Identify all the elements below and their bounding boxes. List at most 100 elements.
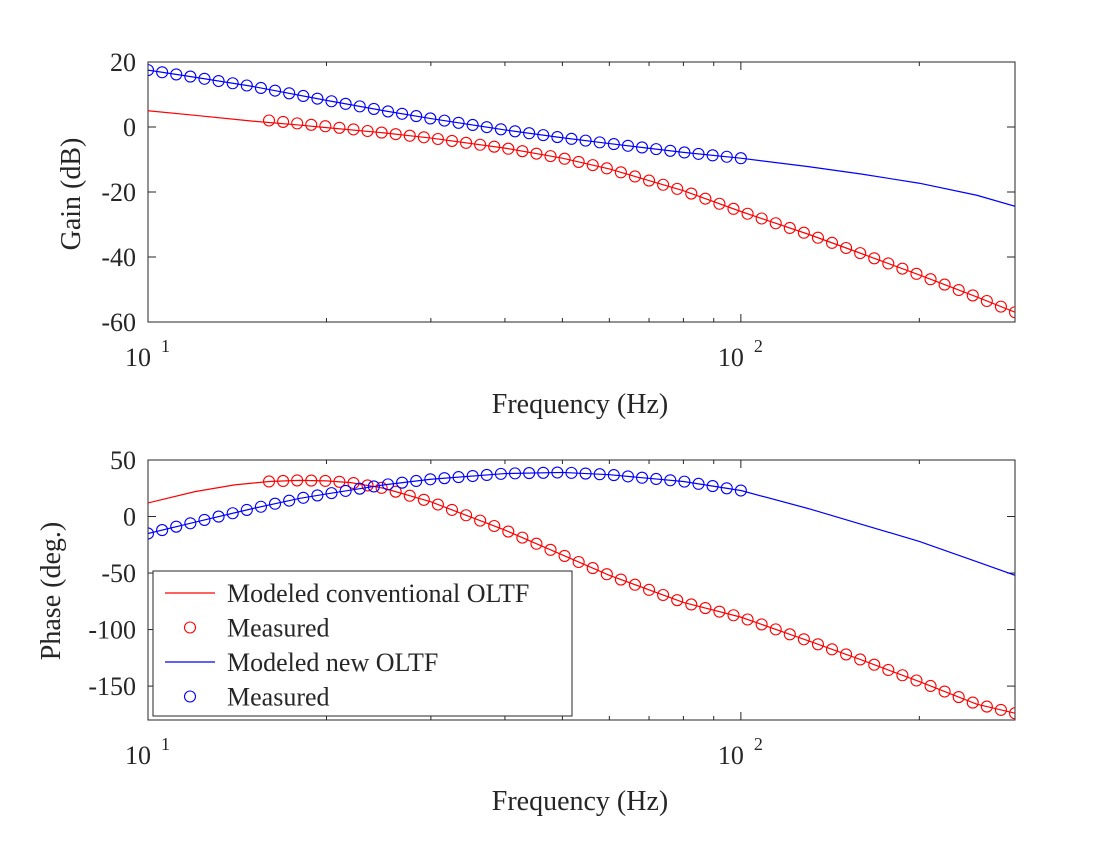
data-point-1-1-7 xyxy=(361,479,374,492)
data-point-1-1-23 xyxy=(586,562,599,575)
data-point-0-1-35 xyxy=(755,212,768,225)
data-point-0-1-10 xyxy=(403,129,416,142)
data-point-0-1-11 xyxy=(417,131,430,144)
data-point-0-1-49 xyxy=(952,283,965,297)
data-point-0-1-30 xyxy=(685,187,698,200)
data-point-1-1-18 xyxy=(516,531,529,544)
data-point-0-1-2 xyxy=(291,117,304,130)
data-point-1-1-39 xyxy=(811,638,825,651)
data-point-1-1-40 xyxy=(825,643,839,656)
data-point-1-1-5 xyxy=(333,475,346,488)
data-point-0-3-35 xyxy=(635,141,649,154)
data-point-1-3-41 xyxy=(720,482,733,495)
data-point-1-1-46 xyxy=(910,674,923,687)
data-point-0-1-5 xyxy=(333,121,346,134)
data-point-1-3-30 xyxy=(565,466,578,479)
xtick-label-1-1: 10 xyxy=(718,741,744,770)
phase-plot: Phase (deg.) Frequency (Hz) 50 0 -50 -100 -1… xyxy=(36,446,1016,817)
data-point-0-3-13 xyxy=(325,95,338,108)
data-point-0-1-26 xyxy=(628,170,642,183)
data-point-0-1-22 xyxy=(572,155,585,168)
data-point-1-1-8 xyxy=(375,481,388,494)
data-point-0-3-15 xyxy=(353,100,366,113)
legend-entry-1: Measured xyxy=(227,614,330,643)
data-point-1-1-9 xyxy=(389,485,402,498)
ytick-label-0-2: -20 xyxy=(101,178,136,207)
data-point-1-3-24 xyxy=(480,468,493,482)
data-point-0-3-25 xyxy=(494,123,507,136)
data-point-1-3-38 xyxy=(678,475,691,488)
data-point-0-3-40 xyxy=(706,149,719,162)
data-point-1-3-11 xyxy=(297,491,310,504)
data-point-1-3-20 xyxy=(424,473,437,486)
data-point-0-3-8 xyxy=(254,81,267,95)
data-point-0-1-38 xyxy=(797,226,810,239)
data-point-0-1-12 xyxy=(431,132,444,146)
data-point-0-3-37 xyxy=(664,144,677,157)
data-point-1-3-19 xyxy=(410,474,423,488)
data-point-1-1-38 xyxy=(797,633,810,646)
data-point-0-3-29 xyxy=(551,130,564,144)
data-point-1-1-27 xyxy=(642,583,656,596)
data-point-0-3-12 xyxy=(311,92,324,105)
ytick-label-0-1: 0 xyxy=(123,113,136,142)
data-point-0-3-27 xyxy=(523,127,536,140)
data-point-1-3-26 xyxy=(508,467,522,480)
data-point-1-1-20 xyxy=(544,543,557,556)
data-point-0-1-9 xyxy=(389,128,402,141)
data-point-1-3-25 xyxy=(494,467,507,480)
data-point-1-3-23 xyxy=(466,469,479,483)
data-point-1-3-39 xyxy=(692,477,705,490)
data-point-0-1-4 xyxy=(319,120,332,133)
data-point-0-1-42 xyxy=(854,247,867,260)
data-point-1-1-45 xyxy=(896,669,909,682)
data-point-1-1-51 xyxy=(980,700,993,713)
data-point-1-3-35 xyxy=(635,471,649,484)
legend-entry-2: Modeled new OLTF xyxy=(227,648,438,677)
data-point-0-1-23 xyxy=(586,159,599,172)
data-point-1-1-4 xyxy=(319,474,332,487)
ytick-label-0-3: -40 xyxy=(101,243,136,272)
data-point-0-1-3 xyxy=(305,118,318,131)
data-point-0-1-41 xyxy=(840,241,853,255)
legend: Modeled conventional OLTF Measured Modeled… xyxy=(152,570,573,717)
data-point-1-1-35 xyxy=(755,618,768,631)
data-point-0-1-25 xyxy=(614,166,627,179)
data-point-0-3-9 xyxy=(268,84,282,97)
data-point-1-3-10 xyxy=(283,494,296,507)
data-point-0-3-2 xyxy=(170,68,183,81)
data-point-0-1-48 xyxy=(938,278,951,291)
data-point-0-1-53 xyxy=(1008,306,1015,319)
data-point-1-3-42 xyxy=(734,484,747,497)
data-point-1-1-28 xyxy=(657,588,670,602)
data-point-0-1-20 xyxy=(544,150,557,163)
data-point-1-3-32 xyxy=(593,468,606,481)
data-point-0-1-50 xyxy=(966,289,979,302)
data-point-1-3-28 xyxy=(537,466,550,479)
data-point-1-1-15 xyxy=(474,514,487,527)
data-point-1-1-47 xyxy=(924,679,937,693)
data-point-0-1-32 xyxy=(713,197,726,210)
data-point-0-1-51 xyxy=(980,294,993,308)
data-point-0-3-14 xyxy=(339,97,352,110)
data-point-1-1-22 xyxy=(572,555,585,569)
data-point-0-1-39 xyxy=(811,231,825,244)
data-point-1-3-27 xyxy=(523,467,536,480)
data-point-1-3-34 xyxy=(621,470,634,483)
data-point-0-3-16 xyxy=(367,102,380,115)
data-point-1-1-50 xyxy=(966,696,979,709)
data-point-0-1-15 xyxy=(474,138,487,151)
data-point-0-3-39 xyxy=(692,147,705,160)
data-point-0-1-37 xyxy=(783,221,796,235)
data-point-1-1-13 xyxy=(445,503,459,516)
data-point-0-1-19 xyxy=(530,147,543,160)
data-point-1-3-17 xyxy=(381,478,395,491)
data-point-0-3-21 xyxy=(438,114,451,127)
data-point-1-1-53 xyxy=(1008,707,1015,720)
data-point-0-3-38 xyxy=(678,146,691,159)
ytick-label-1-2: -50 xyxy=(101,559,136,588)
data-point-1-1-52 xyxy=(994,703,1007,716)
phase-xlabel: Frequency (Hz) xyxy=(492,786,668,817)
